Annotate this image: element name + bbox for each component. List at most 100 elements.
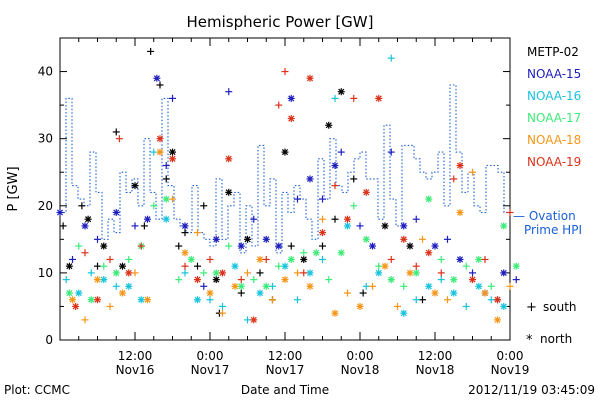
- data-point: [125, 269, 133, 277]
- north-label: north: [540, 332, 572, 346]
- data-point: [287, 242, 295, 250]
- data-point: [444, 296, 451, 304]
- data-point: [400, 222, 408, 230]
- data-point: [119, 289, 126, 297]
- data-point: [331, 162, 339, 170]
- data-point: [369, 242, 376, 250]
- x-tick-date-label: Nov17: [266, 363, 305, 377]
- data-point: [212, 269, 220, 277]
- data-point: [169, 148, 176, 156]
- data-point: [237, 242, 245, 250]
- data-point: [162, 215, 170, 223]
- y-tick-label: 20: [38, 199, 53, 213]
- data-point: [500, 302, 508, 310]
- data-point: [131, 182, 139, 190]
- data-point: [350, 94, 358, 102]
- data-point: [287, 255, 295, 263]
- data-point: [362, 235, 370, 243]
- data-point: [256, 255, 264, 263]
- data-point: [381, 262, 389, 270]
- data-point: [262, 282, 270, 290]
- data-point: [225, 155, 233, 163]
- data-point: [100, 262, 108, 270]
- data-point: [469, 168, 476, 176]
- data-point: [112, 282, 120, 290]
- data-point: [406, 269, 414, 277]
- data-point: [344, 289, 351, 297]
- data-point: [175, 242, 183, 250]
- south-symbol: +: [526, 300, 537, 315]
- data-point: [319, 255, 326, 263]
- data-point: [200, 202, 208, 210]
- data-point: [306, 282, 314, 290]
- data-point: [150, 148, 158, 156]
- data-point: [162, 195, 170, 203]
- data-point: [75, 242, 83, 250]
- data-point: [256, 289, 264, 297]
- data-point: [275, 262, 283, 270]
- ovation-hpi-line: [60, 84, 510, 254]
- data-point: [462, 262, 470, 270]
- data-point: [75, 289, 83, 297]
- data-point: [400, 235, 408, 243]
- north-symbol: *: [526, 333, 533, 348]
- data-point: [112, 208, 120, 216]
- data-point: [56, 208, 64, 216]
- data-point: [487, 282, 495, 290]
- data-point: [187, 255, 195, 263]
- data-point: [87, 296, 95, 304]
- data-point: [375, 269, 383, 277]
- data-point: [431, 289, 439, 297]
- data-point: [194, 276, 201, 284]
- data-point: [494, 316, 501, 324]
- data-point: [281, 148, 289, 156]
- data-point: [294, 195, 301, 203]
- x-tick-date-label: Nov19: [491, 363, 530, 377]
- data-point: [419, 235, 426, 243]
- y-axis-label: P [GW]: [6, 166, 21, 211]
- data-point: [237, 282, 245, 290]
- legend-entry: METP-02: [527, 45, 579, 59]
- data-point: [319, 195, 326, 203]
- data-point: [300, 249, 308, 257]
- data-point: [153, 74, 161, 82]
- data-point: [262, 255, 270, 263]
- data-point: [437, 269, 445, 277]
- data-point: [206, 289, 214, 297]
- data-point: [437, 276, 445, 284]
- data-point: [137, 242, 145, 250]
- data-point: [100, 242, 108, 250]
- data-point: [81, 249, 89, 257]
- x-tick-time-label: 12:00: [418, 349, 453, 363]
- data-point: [144, 215, 151, 223]
- x-tick-time-label: 0:00: [197, 349, 224, 363]
- data-point: [412, 269, 420, 277]
- x-axis-ticks: 12:00Nov160:00Nov1712:00Nov170:00Nov1812…: [78, 38, 530, 377]
- data-point: [181, 269, 189, 277]
- data-point: [494, 296, 501, 304]
- data-point: [306, 74, 314, 82]
- data-point: [359, 289, 367, 297]
- x-tick-time-label: 12:00: [118, 349, 153, 363]
- data-point: [369, 282, 376, 290]
- data-point: [469, 276, 476, 284]
- data-point: [231, 262, 239, 270]
- data-point: [337, 148, 345, 156]
- data-point: [294, 296, 301, 304]
- data-point: [156, 135, 164, 143]
- data-point: [72, 302, 80, 310]
- data-point: [244, 235, 251, 243]
- data-point: [65, 289, 73, 297]
- data-point: [400, 309, 408, 317]
- data-point: [115, 135, 123, 143]
- data-point: [337, 88, 345, 96]
- data-point: [200, 282, 208, 290]
- data-point: [350, 175, 358, 183]
- data-point: [287, 94, 295, 102]
- data-point: [400, 282, 408, 290]
- data-point: [350, 202, 358, 210]
- data-point: [325, 121, 333, 129]
- satellite-legend: METP-02 NOAA-15 NOAA-16 NOAA-17 NOAA-18 NOAA-…: [527, 45, 581, 169]
- data-point: [244, 316, 251, 324]
